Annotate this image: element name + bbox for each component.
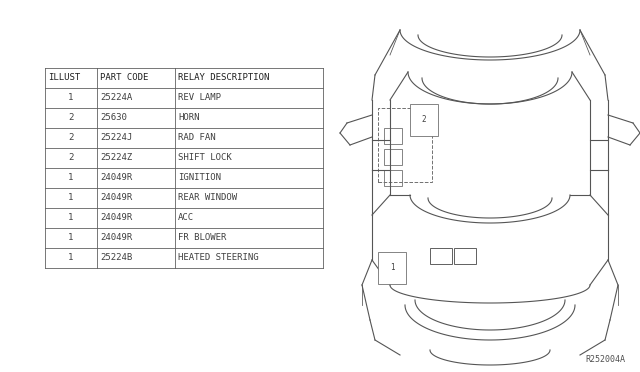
Bar — [378, 108, 432, 182]
Text: ACC: ACC — [178, 214, 194, 222]
Text: 2: 2 — [68, 134, 74, 142]
Bar — [384, 149, 402, 165]
Text: 25224A: 25224A — [100, 93, 132, 103]
Text: R252004A: R252004A — [585, 356, 625, 365]
Text: 2: 2 — [422, 115, 426, 125]
Text: 1: 1 — [390, 263, 394, 273]
Text: 1: 1 — [68, 214, 74, 222]
Text: 24049R: 24049R — [100, 193, 132, 202]
Text: 24049R: 24049R — [100, 173, 132, 183]
Text: 2: 2 — [68, 154, 74, 163]
Bar — [384, 128, 402, 144]
Text: 24049R: 24049R — [100, 234, 132, 243]
Text: 25224B: 25224B — [100, 253, 132, 263]
Text: RAD FAN: RAD FAN — [178, 134, 216, 142]
Bar — [430, 248, 452, 264]
Text: SHIFT LOCK: SHIFT LOCK — [178, 154, 232, 163]
Text: 1: 1 — [68, 253, 74, 263]
Text: 2: 2 — [68, 113, 74, 122]
Text: 1: 1 — [68, 193, 74, 202]
Text: HORN: HORN — [178, 113, 200, 122]
Text: HEATED STEERING: HEATED STEERING — [178, 253, 259, 263]
Text: RELAY DESCRIPTION: RELAY DESCRIPTION — [178, 74, 269, 83]
Text: 1: 1 — [68, 93, 74, 103]
Text: 25224Z: 25224Z — [100, 154, 132, 163]
Text: 24049R: 24049R — [100, 214, 132, 222]
Text: 25630: 25630 — [100, 113, 127, 122]
Text: PART CODE: PART CODE — [100, 74, 148, 83]
Text: 1: 1 — [68, 234, 74, 243]
Text: ILLUST: ILLUST — [48, 74, 80, 83]
Text: REAR WINDOW: REAR WINDOW — [178, 193, 237, 202]
Bar — [454, 248, 476, 264]
Bar — [384, 170, 402, 186]
Text: FR BLOWER: FR BLOWER — [178, 234, 227, 243]
Text: 1: 1 — [68, 173, 74, 183]
Text: 25224J: 25224J — [100, 134, 132, 142]
Text: IGNITION: IGNITION — [178, 173, 221, 183]
Text: REV LAMP: REV LAMP — [178, 93, 221, 103]
